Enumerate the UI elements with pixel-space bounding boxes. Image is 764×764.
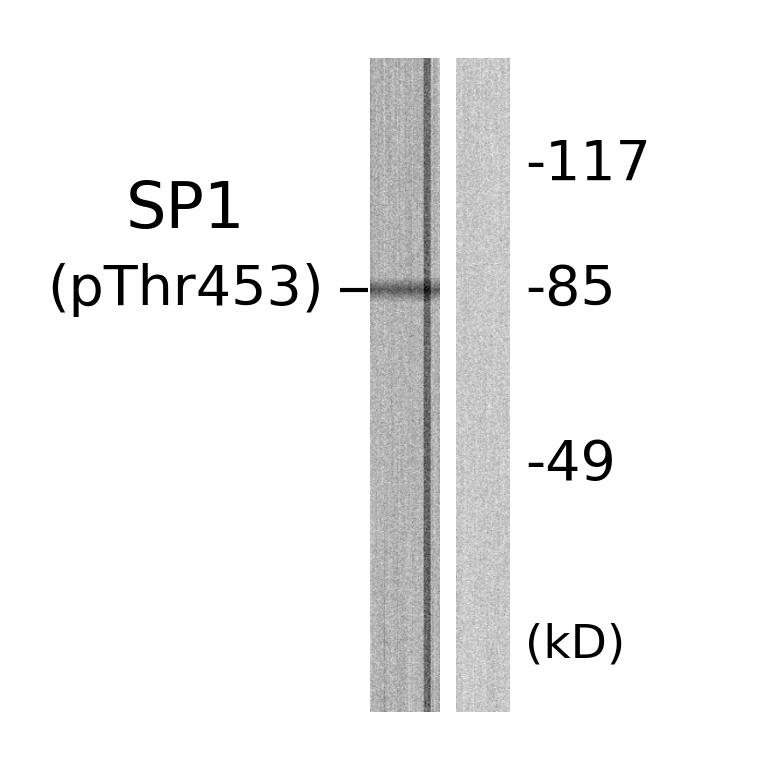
Text: SP1: SP1 — [125, 179, 244, 241]
Text: (pThr453): (pThr453) — [47, 263, 323, 317]
Text: -85: -85 — [525, 263, 616, 317]
Text: (kD): (kD) — [525, 623, 625, 668]
Text: -49: -49 — [525, 438, 616, 492]
Text: -117: -117 — [525, 138, 651, 192]
